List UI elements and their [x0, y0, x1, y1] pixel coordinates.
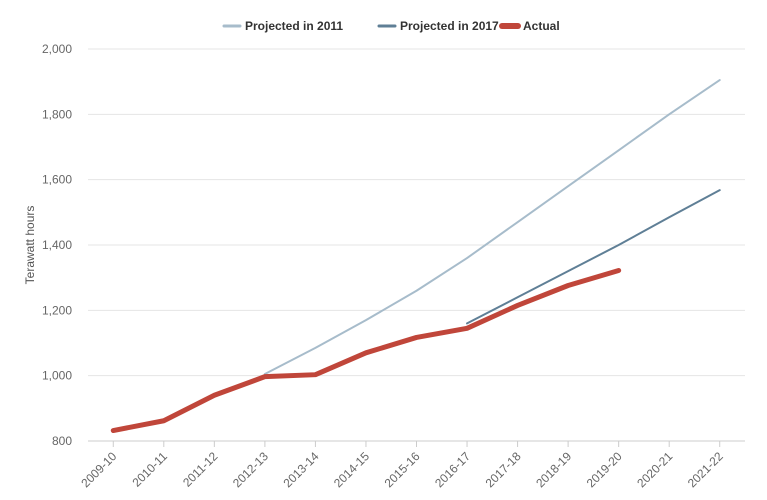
y-axis: 800 1,000 1,200 1,400 1,600 1,800 2,000 — [42, 42, 72, 448]
x-tick-label: 2014-15 — [331, 449, 372, 490]
legend-label: Projected in 2017 — [400, 19, 499, 33]
legend-item-projected-in-2011[interactable]: Projected in 2011 — [222, 19, 343, 33]
x-tick-label: 2019-20 — [584, 449, 625, 490]
y-tick-label: 1,200 — [42, 303, 72, 317]
x-tick-label: 2016-17 — [432, 449, 473, 490]
x-tick-label: 2009-10 — [78, 449, 119, 490]
y-tick-label: 1,800 — [42, 107, 72, 121]
x-axis: 2009-10 2010-11 2011-12 2012-13 2013-14 2014-… — [78, 440, 745, 490]
x-tick-label: 2013-14 — [280, 449, 321, 490]
x-tick-label: 2018-19 — [533, 449, 574, 490]
series-line-projected-in-2011 — [263, 79, 721, 376]
series-line-actual — [110, 267, 622, 434]
legend-item-actual[interactable]: Actual — [499, 19, 560, 33]
grid-lines — [88, 48, 745, 442]
y-axis-title: Terawatt hours — [23, 206, 37, 285]
x-tick-label: 2015-16 — [382, 449, 423, 490]
legend-item-projected-in-2017[interactable]: Projected in 2017 — [377, 19, 499, 33]
legend[interactable]: Projected in 2011 Projected in 2017 Actual — [222, 19, 560, 33]
y-tick-label: 800 — [52, 434, 72, 448]
legend-label: Projected in 2011 — [245, 19, 343, 33]
x-tick-label: 2017-18 — [483, 449, 524, 490]
x-tick-label: 2012-13 — [230, 449, 271, 490]
legend-label: Actual — [523, 19, 560, 33]
x-tick-label: 2010-11 — [130, 449, 171, 490]
x-tick-label: 2021-22 — [685, 449, 726, 490]
y-tick-label: 2,000 — [42, 42, 72, 56]
series-lines — [110, 79, 721, 434]
x-tick-label: 2020-21 — [634, 449, 675, 490]
series-line-projected-in-2017 — [466, 189, 721, 325]
x-tick-label: 2011-12 — [180, 449, 221, 490]
y-tick-label: 1,600 — [42, 173, 72, 187]
y-tick-label: 1,000 — [42, 369, 72, 383]
y-tick-label: 1,400 — [42, 238, 72, 252]
